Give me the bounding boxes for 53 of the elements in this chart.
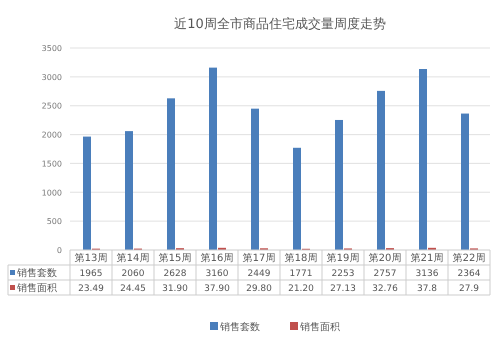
data-label: 27.9 (458, 284, 480, 294)
data-label: 3136 (416, 269, 439, 279)
y-tick-label: 2500 (42, 102, 62, 111)
y-tick-label: 2000 (42, 130, 62, 140)
bar (377, 90, 385, 250)
data-label: 1965 (80, 269, 102, 279)
data-label: 21.20 (288, 284, 314, 294)
y-tick-label: 3500 (42, 44, 62, 53)
data-label: 37.90 (204, 284, 230, 294)
y-tick-label: 1000 (42, 188, 62, 198)
data-label: 2757 (374, 269, 396, 279)
x-tick-label: 第20周 (368, 252, 402, 264)
data-label: 23.49 (78, 284, 104, 294)
data-label: 24.45 (120, 284, 146, 294)
bar (167, 98, 175, 250)
bar (125, 131, 133, 250)
bar (83, 136, 91, 250)
chart-title: 近10周全市商品住宅成交量周度走势 (174, 16, 386, 32)
legend-label: 销售面积 (16, 282, 57, 294)
x-tick-label: 第18周 (284, 252, 318, 264)
y-tick-label: 3000 (42, 72, 62, 82)
x-tick-label: 第22周 (452, 252, 486, 264)
y-tick-label: 500 (46, 217, 62, 226)
x-tick-label: 第17周 (242, 252, 276, 264)
data-label: 32.76 (372, 284, 398, 294)
bar (293, 148, 301, 250)
data-label: 2253 (332, 269, 354, 279)
legend-item: 销售面积 (290, 322, 340, 333)
bar (461, 114, 469, 250)
x-tick-label: 第19周 (326, 252, 360, 264)
data-label: 27.13 (330, 284, 356, 294)
data-label: 2364 (458, 269, 481, 279)
bar (251, 108, 259, 250)
bar (419, 69, 427, 250)
data-label: 29.80 (246, 284, 272, 294)
bar (335, 120, 343, 250)
x-tick-label: 第16周 (200, 252, 234, 264)
data-label: 37.8 (416, 284, 438, 294)
x-tick-label: 第13周 (74, 252, 108, 264)
data-label: 2060 (122, 269, 145, 279)
x-tick-label: 第15周 (158, 252, 192, 264)
data-label: 2628 (164, 269, 187, 279)
data-label: 31.90 (162, 284, 188, 294)
y-tick-label: 1500 (42, 159, 62, 168)
y-tick-label: 0 (56, 246, 62, 255)
legend-item: 销售套数 (210, 322, 260, 333)
data-label: 3160 (206, 269, 229, 279)
data-label: 2449 (248, 269, 271, 279)
bar (209, 68, 217, 250)
legend-label: 销售套数 (16, 267, 57, 279)
data-label: 1771 (290, 269, 312, 279)
x-tick-label: 第21周 (410, 252, 444, 264)
x-tick-label: 第14周 (116, 252, 150, 264)
